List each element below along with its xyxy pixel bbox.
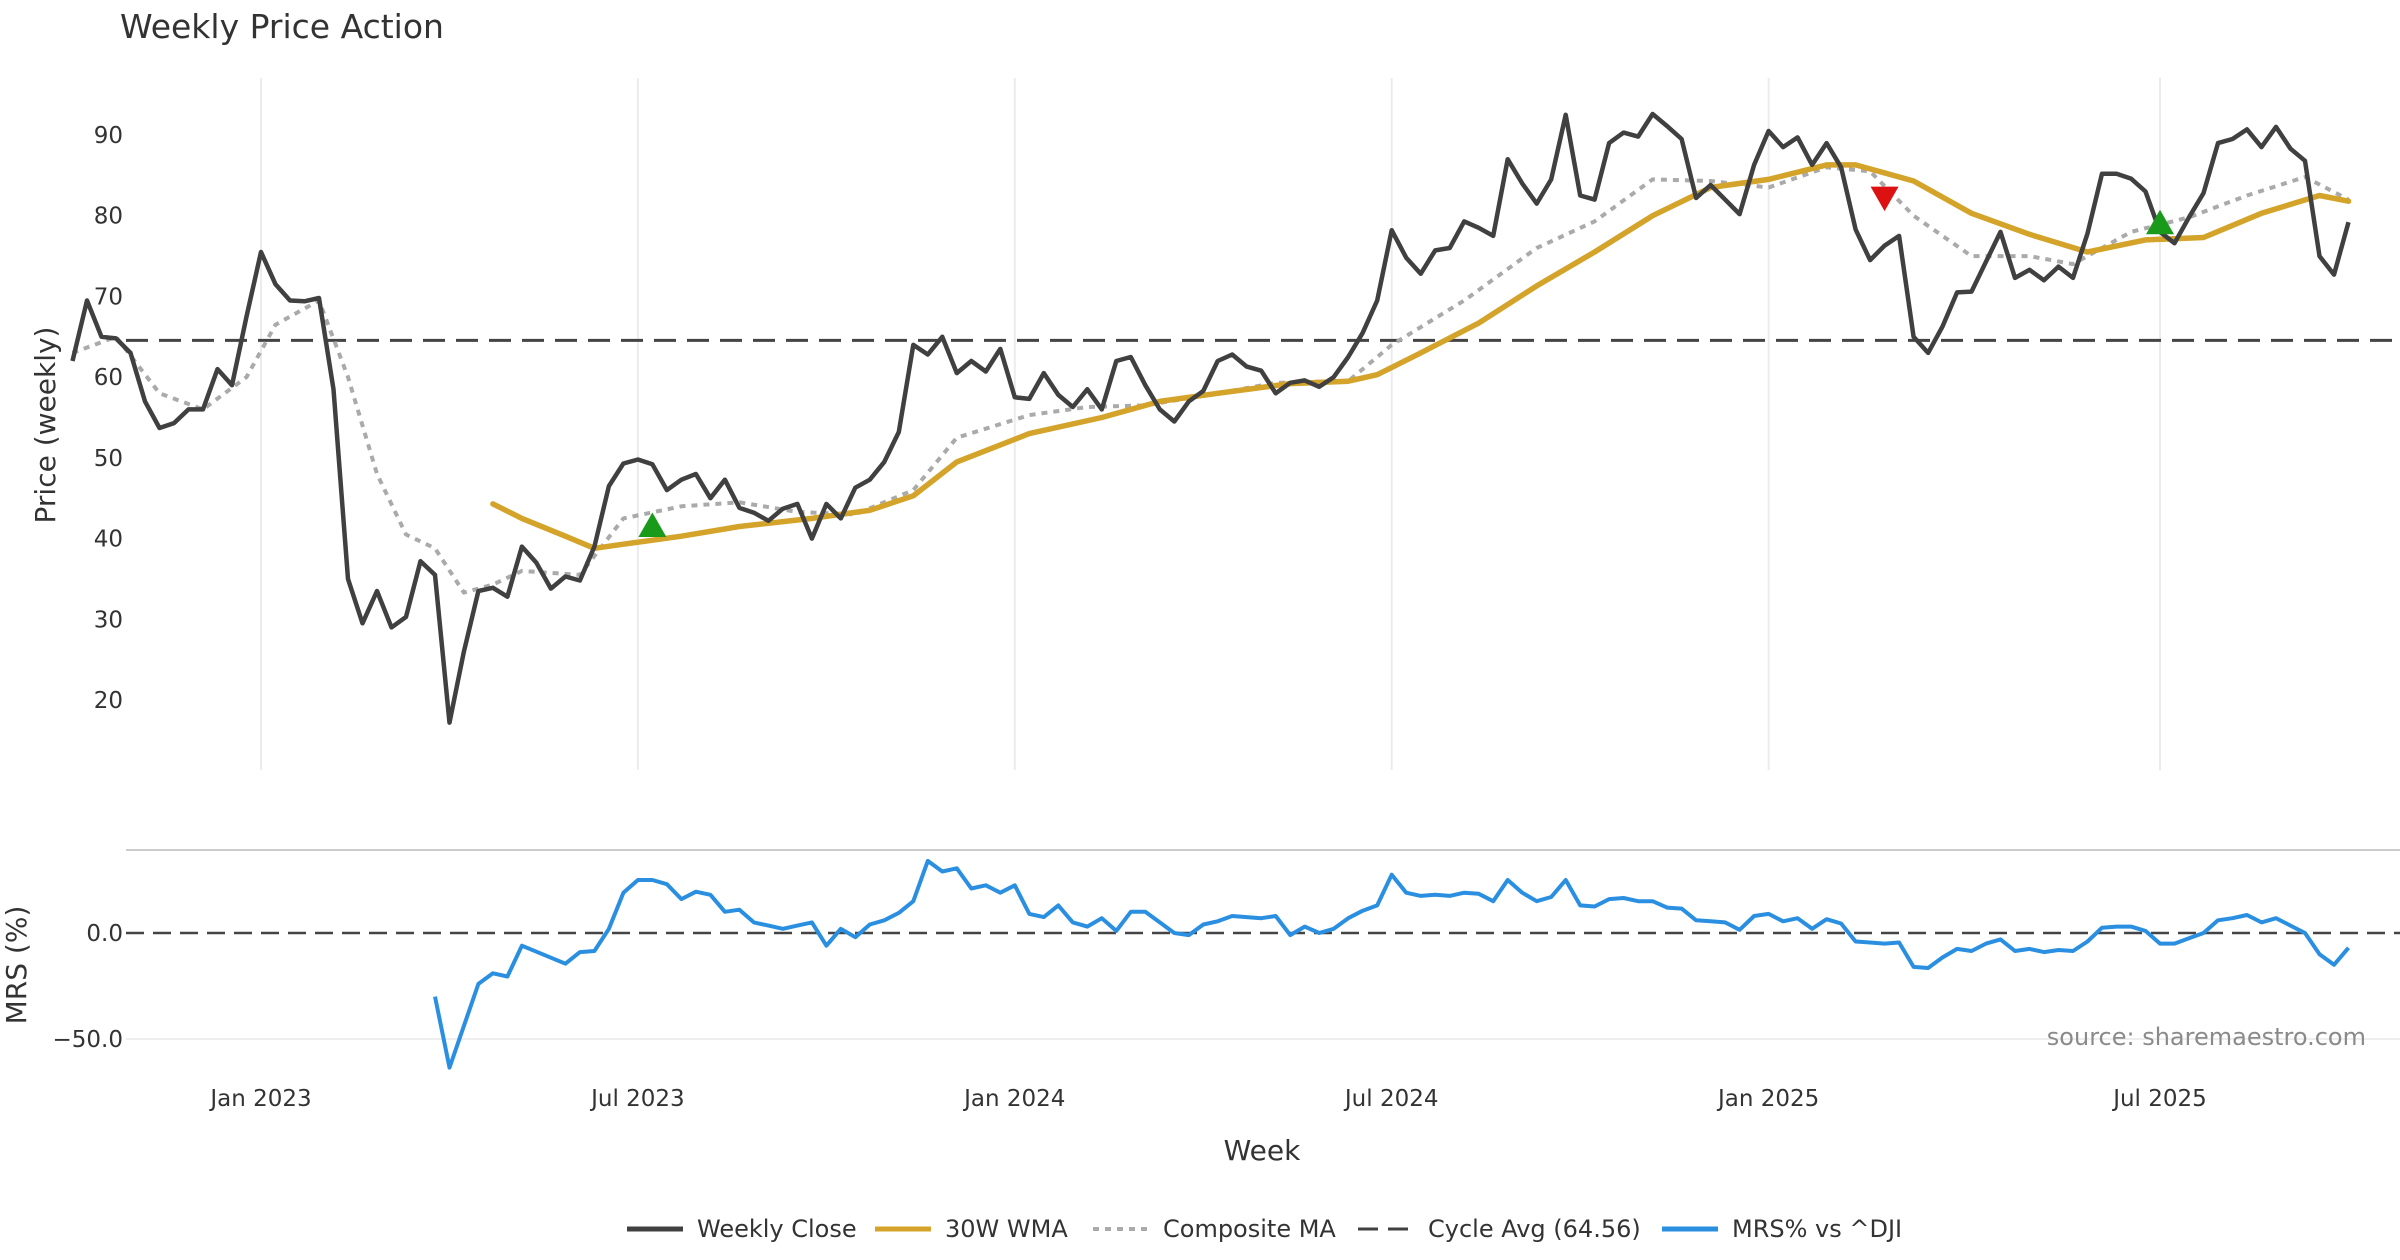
legend-label: Composite MA	[1163, 1215, 1336, 1243]
x-ticks: Jan 2023 Jul 2023 Jan 2024 Jul 2024 Jan 2025…	[208, 1086, 2206, 1112]
price-y-tick-label: 90	[94, 123, 123, 149]
price-y-ticks: 20 30 40 50 60 70 80 90	[94, 123, 123, 714]
x-axis-title: Week	[1224, 1134, 1301, 1167]
legend-label: 30W WMA	[945, 1215, 1068, 1243]
buy-signal-marker	[638, 512, 667, 537]
price-y-axis-title: Price (weekly)	[29, 327, 62, 524]
price-grid	[260, 78, 2161, 770]
source-note: source: sharemaestro.com	[2047, 1023, 2366, 1051]
legend-label: Cycle Avg (64.56)	[1428, 1215, 1641, 1243]
mrs-y-ticks: 0.0 −50.0	[53, 921, 123, 1053]
price-y-tick-label: 30	[94, 607, 123, 633]
buy-signal-marker	[2146, 209, 2174, 235]
price-y-tick-label: 50	[94, 446, 123, 472]
legend: Weekly Close 30W WMA Composite MA Cycle Avg…	[627, 1215, 1902, 1243]
sell-signal-marker	[1870, 186, 1899, 212]
series-weekly-close	[70, 111, 2351, 725]
x-tick-label: Jul 2024	[1343, 1086, 1439, 1112]
legend-label: MRS% vs ^DJI	[1732, 1215, 1902, 1243]
x-tick-label: Jan 2024	[962, 1086, 1065, 1112]
x-tick-label: Jan 2023	[208, 1086, 311, 1112]
series-mrs	[433, 858, 2351, 1070]
mrs-y-tick-label: −50.0	[53, 1027, 123, 1053]
chart-title: Weekly Price Action	[120, 7, 444, 46]
mrs-y-tick-label: 0.0	[86, 921, 123, 947]
x-tick-label: Jul 2023	[589, 1086, 685, 1112]
price-y-tick-label: 20	[94, 688, 123, 714]
price-y-tick-label: 40	[94, 527, 123, 553]
x-tick-label: Jul 2025	[2111, 1086, 2207, 1112]
series-30w-wma	[490, 162, 2352, 552]
price-y-tick-label: 60	[94, 365, 123, 391]
price-y-tick-label: 70	[94, 284, 123, 310]
series-composite-ma	[71, 165, 2350, 595]
x-tick-label: Jan 2025	[1716, 1086, 1819, 1112]
price-y-tick-label: 80	[94, 204, 123, 230]
signal-markers	[638, 186, 2174, 537]
mrs-y-axis-title: MRS (%)	[0, 906, 33, 1025]
legend-label: Weekly Close	[697, 1215, 857, 1243]
